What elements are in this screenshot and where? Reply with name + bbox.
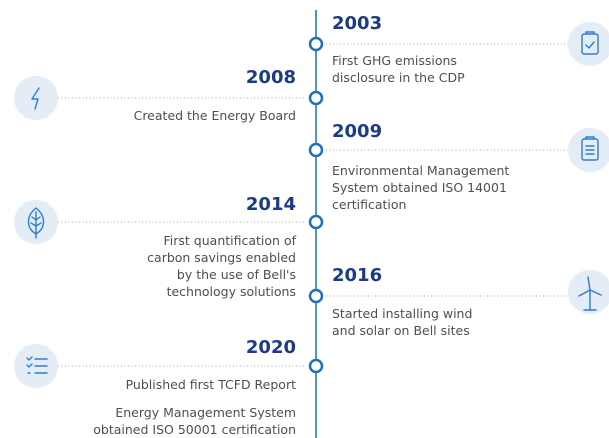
- event-text: System obtained ISO 14001: [332, 180, 507, 195]
- event-text: First GHG emissions: [332, 53, 457, 68]
- event-year: 2016: [332, 265, 382, 286]
- connectors: [58, 43, 568, 367]
- timeline-node: [308, 142, 324, 158]
- event-year: 2020: [246, 337, 296, 358]
- event-text: technology solutions: [167, 284, 296, 299]
- event-year: 2014: [246, 194, 296, 215]
- event-text: carbon savings enabled: [147, 250, 296, 265]
- event-year: 2003: [332, 13, 382, 34]
- event-year: 2009: [332, 121, 382, 142]
- icons: [14, 22, 609, 388]
- event-text: Published first TCFD Report: [126, 377, 297, 392]
- event-text: Created the Energy Board: [134, 108, 296, 123]
- icon-wind-turbine: [568, 270, 609, 314]
- timeline-node: [308, 358, 324, 374]
- icon-list: [14, 344, 58, 388]
- event-year: 2008: [246, 67, 296, 88]
- icon-clipboard-list: [568, 128, 609, 172]
- icon-leaf: [14, 200, 58, 244]
- event-text: and solar on Bell sites: [332, 323, 470, 338]
- timeline-node: [308, 214, 324, 230]
- event-text: disclosure in the CDP: [332, 70, 465, 85]
- event-text: by the use of Bell's: [177, 267, 296, 282]
- event-text: Environmental Management: [332, 163, 509, 178]
- timeline-node: [308, 288, 324, 304]
- timeline-node: [308, 36, 324, 52]
- event-text: Energy Management System: [115, 405, 296, 420]
- icon-clipboard-check: [568, 22, 609, 66]
- event-text: certification: [332, 197, 406, 212]
- timeline-node: [308, 90, 324, 106]
- event-text: obtained ISO 50001 certification: [93, 422, 296, 437]
- event-text: First quantification of: [164, 233, 297, 248]
- event-text: Started installing wind: [332, 306, 472, 321]
- icon-lightning: [14, 76, 58, 120]
